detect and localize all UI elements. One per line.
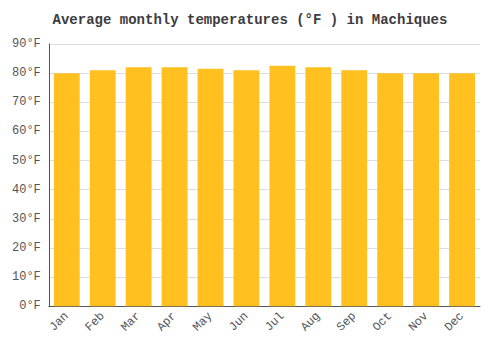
svg-text:May: May: [190, 309, 215, 334]
svg-text:Oct: Oct: [370, 309, 395, 334]
svg-text:40°F: 40°F: [12, 183, 41, 197]
svg-text:Sep: Sep: [334, 309, 359, 334]
svg-text:60°F: 60°F: [12, 124, 41, 138]
svg-text:Nov: Nov: [406, 309, 431, 334]
svg-text:Feb: Feb: [82, 309, 107, 334]
svg-text:Mar: Mar: [118, 309, 143, 334]
svg-text:80°F: 80°F: [12, 66, 41, 80]
svg-text:Jul: Jul: [262, 309, 287, 334]
svg-text:30°F: 30°F: [12, 212, 41, 226]
svg-text:50°F: 50°F: [12, 154, 41, 168]
svg-text:Aug: Aug: [298, 309, 323, 334]
svg-text:Dec: Dec: [442, 309, 467, 334]
svg-text:0°F: 0°F: [19, 299, 41, 313]
svg-text:70°F: 70°F: [12, 95, 41, 109]
svg-text:Jun: Jun: [226, 309, 251, 334]
svg-text:Average monthly temperatures (: Average monthly temperatures (°F ) in Ma…: [53, 12, 448, 28]
svg-text:10°F: 10°F: [12, 270, 41, 284]
svg-text:20°F: 20°F: [12, 241, 41, 255]
svg-text:90°F: 90°F: [12, 37, 41, 51]
svg-text:Apr: Apr: [154, 309, 179, 334]
svg-text:Jan: Jan: [47, 309, 72, 334]
